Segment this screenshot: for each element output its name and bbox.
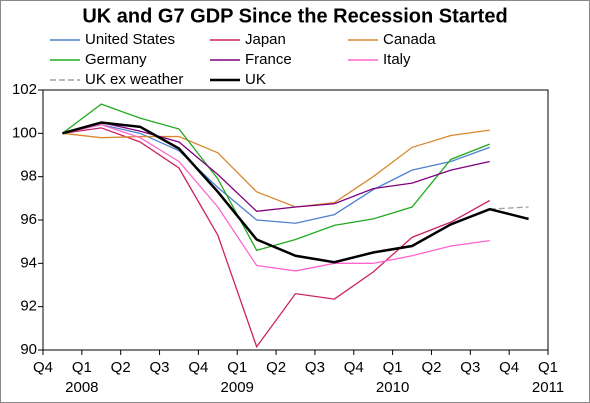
legend-label: Japan [245, 31, 286, 48]
legend-label: UK [245, 71, 266, 88]
series-line [62, 127, 491, 349]
year-label: 2009 [221, 379, 254, 396]
x-tick-label: Q1 [538, 359, 558, 376]
x-tick-label: Q4 [33, 359, 53, 376]
series-line [62, 103, 490, 252]
series-line [62, 121, 529, 264]
x-tick-label: Q2 [421, 359, 441, 376]
legend-label: Italy [383, 51, 411, 68]
y-tick-label: 92 [20, 298, 37, 315]
x-tick-label: Q2 [266, 359, 286, 376]
y-tick-label: 100 [12, 124, 37, 141]
y-tick-label: 94 [20, 254, 37, 271]
series-line [489, 206, 529, 210]
x-tick-label: Q1 [383, 359, 403, 376]
x-tick-label: Q1 [227, 359, 247, 376]
year-label: 2011 [532, 379, 564, 396]
x-tick-label: Q4 [188, 359, 208, 376]
year-label: 2010 [376, 379, 409, 396]
x-tick-label: Q3 [460, 359, 480, 376]
series-line [62, 121, 490, 213]
legend-label: France [245, 51, 292, 68]
legend-label: UK ex weather [85, 71, 183, 88]
series-line [62, 124, 490, 224]
x-tick-label: Q2 [111, 359, 131, 376]
x-tick-label: Q3 [305, 359, 325, 376]
legend-label: Germany [85, 51, 147, 68]
x-tick-label: Q3 [150, 359, 170, 376]
x-tick-label: Q4 [499, 359, 519, 376]
legend-label: Canada [383, 31, 436, 48]
y-tick-label: 102 [12, 81, 37, 98]
x-tick-label: Q4 [344, 359, 364, 376]
year-label: 2008 [65, 379, 98, 396]
y-tick-label: 96 [20, 211, 37, 228]
legend-label: United States [85, 31, 175, 48]
x-tick-label: Q1 [72, 359, 92, 376]
y-tick-label: 98 [20, 168, 37, 185]
series-line [62, 123, 490, 272]
y-tick-label: 90 [20, 341, 37, 358]
chart-title: UK and G7 GDP Since the Recession Starte… [82, 5, 507, 27]
series-line [62, 129, 490, 208]
